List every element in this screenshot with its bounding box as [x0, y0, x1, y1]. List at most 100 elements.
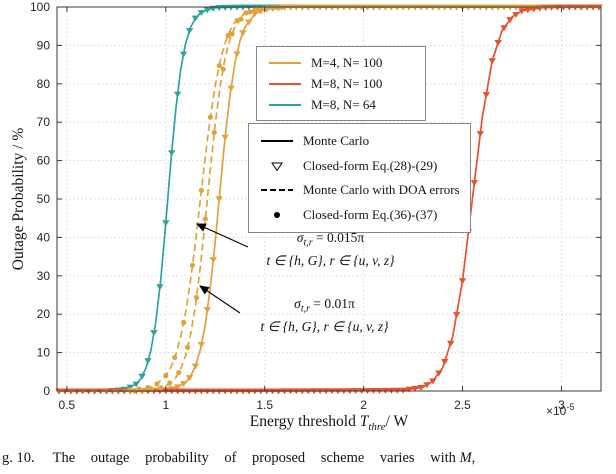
triangle-down-marker	[203, 7, 212, 14]
triangle-down-marker	[185, 375, 194, 382]
circle-marker	[211, 129, 217, 136]
triangle-down-marker	[512, 12, 520, 18]
circle-marker	[247, 9, 253, 15]
triangle-down-marker	[162, 220, 170, 227]
triangle-down-marker	[138, 373, 146, 380]
triangle-down-marker	[179, 381, 188, 388]
x-axis-label: Energy threshold Tthre/ W	[57, 413, 601, 433]
y-tick-label: 50	[37, 192, 51, 206]
annotation-1: σt,r = 0.015π t ∈ {h, G}, r ∈ {u, v, z}	[266, 230, 395, 268]
legend-entry: M=4, N= 100	[267, 52, 415, 73]
legend-label: Closed-form Eq.(28)-(29)	[303, 157, 438, 173]
legend-entry: Closed-form Eq.(28)-(29)	[259, 154, 460, 179]
circle-marker	[176, 370, 182, 376]
x-tick-label: 2.5	[454, 398, 471, 412]
circle-marker	[225, 32, 231, 39]
circle-marker	[207, 114, 213, 120]
x-tick-label: 0.5	[59, 398, 76, 412]
figure-caption: g. 10. The outage probability of proposed…	[2, 450, 614, 467]
x-axis-label-var: T	[359, 413, 369, 430]
circle-marker	[167, 380, 173, 386]
triangle-down-marker	[233, 51, 241, 58]
triangle-down-marker	[251, 11, 259, 18]
circle-marker	[193, 294, 200, 301]
series-m4-n100-doa-001pi	[57, 4, 601, 394]
triangle-down-marker	[441, 359, 449, 365]
y-tick-label: 20	[37, 307, 51, 321]
y-axis-label: Outage Probability / %	[10, 127, 27, 271]
y-tick-label: 100	[30, 0, 50, 14]
legend-label: M=8, N= 64	[311, 96, 376, 112]
circle-marker	[256, 6, 262, 12]
x-tick-label: 1.5	[256, 398, 273, 412]
triangle-down-marker	[203, 307, 212, 313]
circle-marker	[216, 63, 222, 69]
triangle-down-marker	[233, 4, 241, 11]
circle-marker	[265, 5, 271, 11]
triangle-down-sample-icon	[271, 162, 283, 172]
legend-line-styles: Monte Carlo Closed-form Eq.(28)-(29) Monte…	[248, 123, 471, 233]
triangle-down-marker	[494, 40, 502, 46]
circle-marker	[189, 262, 196, 268]
caption-text: The outage probability of proposed schem…	[52, 450, 456, 466]
triangle-down-marker	[144, 358, 152, 365]
caption-suffix: ,	[471, 450, 476, 466]
triangle-down-marker	[470, 180, 479, 187]
circle-marker	[140, 387, 146, 393]
triangle-down-marker	[452, 312, 461, 319]
triangle-down-marker	[179, 51, 188, 58]
triangle-down-marker	[506, 17, 514, 24]
triangle-down-marker	[173, 384, 182, 391]
circle-marker	[220, 66, 226, 72]
x-axis-label-sub: thre	[368, 421, 386, 434]
triangle-down-marker	[185, 28, 194, 34]
triangle-down-marker	[405, 386, 413, 393]
triangle-down-marker	[215, 196, 223, 203]
triangle-down-marker	[221, 134, 229, 141]
caption-var: M	[459, 450, 472, 466]
x-axis-exponent: ×10-5	[546, 402, 574, 418]
triangle-down-marker	[458, 278, 467, 285]
exponent-base: ×10	[546, 404, 567, 418]
triangle-down-marker	[435, 370, 443, 377]
triangle-down-marker	[245, 19, 253, 26]
triangle-down-marker	[423, 382, 431, 389]
x-tick-label: 1	[162, 398, 169, 412]
y-tick-label: 30	[37, 269, 51, 283]
legend-label: Monte Carlo with DOA errors	[303, 182, 460, 198]
triangle-down-marker	[191, 15, 200, 22]
line-solid-sample-icon	[269, 103, 301, 106]
triangle-down-marker	[191, 363, 200, 370]
axis-ticks	[57, 6, 601, 392]
triangle-down-marker	[446, 340, 455, 347]
legend-label: Closed-form Eq.(36)-(37)	[303, 206, 438, 222]
triangle-down-marker	[209, 257, 217, 263]
circle-marker	[238, 16, 244, 22]
y-tick-label: 0	[43, 384, 50, 398]
legend-series-colors: M=4, N= 100 M=8, N= 100 M=8, N= 64	[256, 46, 426, 121]
legend-entry: Monte Carlo	[259, 129, 460, 154]
triangle-down-marker	[482, 92, 490, 99]
triangle-down-marker	[221, 4, 229, 11]
y-tick-label: 70	[37, 115, 51, 129]
circle-marker	[202, 216, 208, 222]
legend-label: M=4, N= 100	[311, 54, 383, 70]
line-solid-sample-icon	[269, 61, 301, 64]
triangle-down-marker	[168, 150, 176, 157]
triangle-down-marker	[156, 284, 164, 291]
triangle-down-marker	[476, 131, 485, 137]
annotation-2: σt,r = 0.01π t ∈ {h, G}, r ∈ {u, v, z}	[260, 296, 389, 334]
triangle-down-marker	[173, 91, 182, 98]
triangle-down-marker	[518, 8, 526, 15]
circle-marker	[181, 319, 187, 326]
legend-label: M=8, N= 100	[311, 75, 383, 91]
triangle-down-marker	[530, 6, 538, 13]
triangle-down-marker	[488, 58, 496, 65]
exponent-power: -5	[566, 402, 575, 412]
y-tick-label: 90	[37, 38, 51, 52]
caption-number: g. 10.	[2, 450, 35, 466]
circle-marker	[145, 385, 151, 391]
circle-marker	[198, 187, 205, 193]
annotation-arrow	[199, 285, 241, 314]
